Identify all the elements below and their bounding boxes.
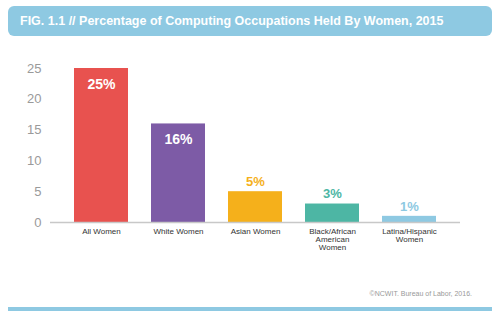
svg-text:Asian Women: Asian Women <box>231 227 281 236</box>
svg-text:3%: 3% <box>323 186 342 201</box>
svg-text:10: 10 <box>27 153 41 168</box>
svg-text:0: 0 <box>34 215 41 230</box>
svg-text:1%: 1% <box>400 199 419 214</box>
svg-text:Latina/HispanicWomen: Latina/HispanicWomen <box>382 227 437 244</box>
svg-text:16%: 16% <box>164 131 193 147</box>
svg-text:Black/AfricanAmericanWomen: Black/AfricanAmericanWomen <box>309 227 356 252</box>
svg-text:5%: 5% <box>246 174 265 189</box>
svg-text:15: 15 <box>27 122 41 137</box>
html-text:FIG. 1.1 // Percentage of Comp: FIG. 1.1 // Percentage of Computing Occu… <box>20 14 444 28</box>
svg-text:25%: 25% <box>87 76 116 92</box>
svg-text:White Women: White Women <box>153 227 203 236</box>
svg-text:25: 25 <box>27 61 41 76</box>
html-text:©NCWIT. Bureau of Labor, 2016.: ©NCWIT. Bureau of Labor, 2016. <box>369 290 472 297</box>
svg-text:All Women: All Women <box>82 227 121 236</box>
svg-text:5: 5 <box>34 184 41 199</box>
svg-text:20: 20 <box>27 91 41 106</box>
